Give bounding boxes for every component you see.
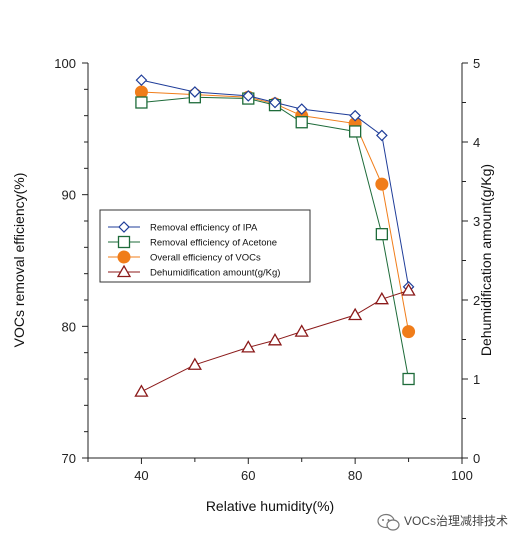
data-point: [189, 86, 201, 98]
legend-label: Overall efficiency of VOCs: [150, 253, 261, 264]
data-point: [135, 74, 148, 86]
legend-box: [99, 209, 311, 283]
watermark: VOCs治理减排技术: [377, 513, 508, 531]
data-point: [267, 332, 283, 346]
data-point: [402, 325, 416, 339]
legend-label: Removal efficiency of Acetone: [150, 238, 277, 249]
legend-marker: [117, 235, 131, 249]
y-tick-label: 100: [54, 56, 76, 71]
data-point: [295, 103, 308, 115]
y2-tick-label: 4: [473, 135, 480, 150]
legend-marker: [118, 221, 130, 233]
legend-item: Overall efficiency of VOCs: [108, 250, 261, 264]
y-axis-title: VOCs removal efficiency(%): [11, 173, 27, 348]
data-point: [242, 90, 255, 102]
data-point: [348, 125, 362, 138]
y2-tick-label: 1: [473, 372, 480, 387]
legend-item: Dehumidification amount(g/Kg): [108, 264, 280, 279]
data-point: [375, 177, 389, 191]
data-point: [241, 340, 256, 353]
data-point: [349, 109, 361, 122]
series-4: [134, 283, 416, 397]
series-line: [141, 79, 410, 287]
data-point: [134, 85, 148, 99]
legend: Removal efficiency of IPA Removal efficie…: [99, 209, 311, 283]
series-line: [141, 91, 410, 332]
x-axis-title: Relative humidity(%): [206, 498, 334, 514]
data-point: [294, 324, 309, 337]
x-tick-label: 80: [348, 468, 362, 483]
data-point: [295, 116, 308, 129]
data-point: [401, 283, 416, 296]
data-point: [187, 357, 202, 370]
wechat-icon: [377, 513, 400, 531]
data-point: [402, 372, 415, 386]
legend-label: Dehumidification amount(g/Kg): [150, 268, 280, 279]
y2-tick-label: 5: [473, 56, 480, 71]
y-tick-label: 90: [62, 188, 76, 203]
data-point: [269, 96, 281, 109]
data-point: [376, 129, 388, 142]
data-point: [374, 291, 389, 305]
x-tick-label: 60: [241, 468, 255, 483]
data-point: [348, 307, 363, 321]
data-point: [134, 384, 149, 397]
legend-marker: [116, 264, 132, 278]
x-tick-label: 100: [451, 468, 473, 483]
legend-item: Removal efficiency of IPA: [108, 221, 258, 234]
y-tick-label: 80: [62, 319, 76, 334]
legend-marker: [117, 250, 131, 264]
data-point: [135, 96, 148, 109]
series-layer: [134, 74, 416, 397]
series-line: [141, 96, 410, 380]
y-tick-label: 70: [62, 451, 76, 466]
data-point: [375, 228, 389, 241]
x-tick-label: 40: [134, 468, 148, 483]
y2-tick-label: 2: [473, 293, 480, 308]
watermark-text: VOCs治理减排技术: [404, 514, 508, 528]
y2-tick-label: 0: [473, 451, 480, 466]
y2-axis-title: Dehumidification amount(g/Kg): [478, 164, 494, 356]
legend-item: Removal efficiency of Acetone: [108, 235, 277, 249]
legend-label: Removal efficiency of IPA: [150, 223, 258, 234]
y2-tick-label: 3: [473, 214, 480, 229]
series-1: [135, 74, 415, 293]
